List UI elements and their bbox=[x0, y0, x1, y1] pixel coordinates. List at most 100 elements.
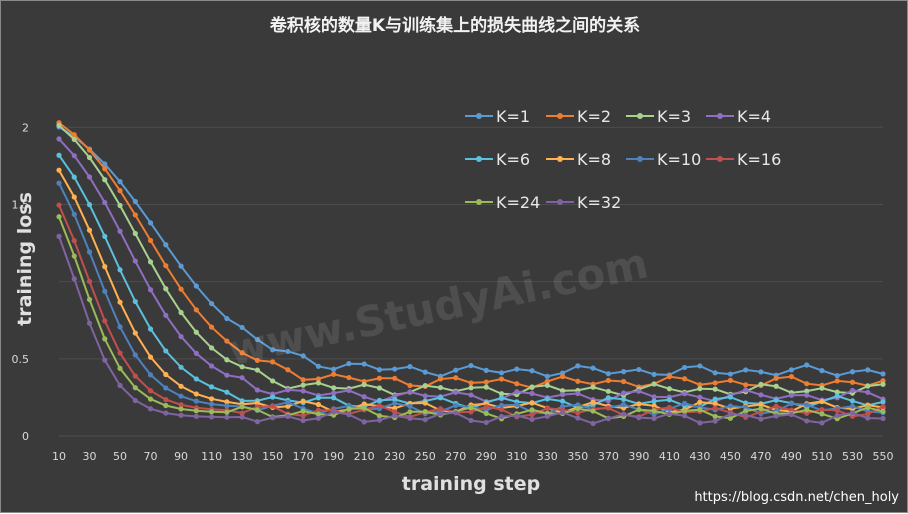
data-point bbox=[147, 287, 154, 293]
x-tick-label: 370 bbox=[598, 450, 619, 463]
x-axis-label: training step bbox=[402, 473, 540, 495]
data-point bbox=[453, 402, 459, 408]
data-point bbox=[102, 288, 108, 294]
data-point bbox=[208, 401, 215, 407]
data-point bbox=[239, 414, 245, 420]
data-point bbox=[102, 233, 108, 240]
data-point bbox=[132, 258, 138, 264]
data-point bbox=[758, 381, 764, 387]
data-point bbox=[620, 396, 627, 402]
data-point bbox=[636, 388, 642, 394]
data-point bbox=[437, 395, 444, 401]
data-point bbox=[727, 394, 734, 400]
data-point bbox=[254, 367, 260, 373]
data-point bbox=[270, 415, 276, 421]
data-point bbox=[743, 408, 749, 414]
data-point bbox=[880, 408, 886, 415]
data-point bbox=[529, 412, 535, 418]
data-point bbox=[880, 371, 886, 377]
data-point bbox=[819, 385, 825, 391]
data-point bbox=[712, 418, 718, 424]
data-point bbox=[315, 411, 322, 417]
data-point bbox=[315, 376, 322, 382]
data-point bbox=[849, 398, 856, 404]
legend-label: K=1 bbox=[496, 107, 530, 126]
data-point bbox=[361, 382, 367, 388]
data-point bbox=[178, 364, 184, 370]
legend-label: K=24 bbox=[496, 193, 540, 212]
x-tick-label: 350 bbox=[567, 450, 588, 463]
legend: K=1 K=2 K=3 K=4 K=6 K=8 K=10 K=16 K=24 K=32 bbox=[465, 107, 781, 212]
data-point bbox=[102, 318, 108, 324]
data-point bbox=[529, 400, 535, 406]
data-point bbox=[163, 397, 169, 403]
data-point bbox=[239, 375, 245, 381]
data-point bbox=[56, 152, 62, 158]
y-tick-label: 2 bbox=[22, 121, 29, 134]
data-point bbox=[651, 408, 657, 414]
data-point bbox=[819, 420, 825, 426]
data-point bbox=[361, 401, 367, 407]
data-point bbox=[300, 413, 306, 419]
data-point bbox=[346, 387, 352, 393]
data-point bbox=[71, 194, 77, 200]
data-point bbox=[392, 400, 398, 406]
data-point bbox=[743, 387, 749, 393]
legend-label: K=16 bbox=[737, 150, 781, 169]
data-point bbox=[743, 412, 749, 418]
data-point bbox=[132, 330, 138, 336]
data-point bbox=[239, 324, 245, 331]
data-point bbox=[285, 399, 291, 405]
data-point bbox=[132, 230, 138, 237]
data-point bbox=[712, 380, 718, 386]
data-point bbox=[300, 388, 306, 394]
data-point bbox=[178, 412, 184, 418]
x-tick-label: 70 bbox=[144, 450, 158, 463]
data-point bbox=[666, 374, 672, 380]
chart-title: 卷积核的数量K与训练集上的损失曲线之间的关系 bbox=[269, 15, 640, 36]
data-point bbox=[559, 398, 566, 404]
data-point bbox=[86, 320, 93, 326]
data-point bbox=[193, 413, 199, 419]
data-point bbox=[102, 199, 108, 206]
data-point bbox=[575, 402, 581, 408]
data-point bbox=[743, 382, 749, 388]
data-point bbox=[270, 378, 276, 384]
data-point bbox=[605, 388, 611, 394]
data-point bbox=[132, 298, 138, 305]
x-tick-label: 270 bbox=[445, 450, 466, 463]
data-point bbox=[163, 371, 169, 378]
data-point bbox=[300, 398, 306, 404]
x-tick-label: 550 bbox=[873, 450, 894, 463]
data-point bbox=[285, 367, 291, 373]
data-point bbox=[239, 364, 245, 370]
x-tick-label: 110 bbox=[201, 450, 222, 463]
data-point bbox=[697, 363, 703, 369]
data-point bbox=[117, 179, 123, 185]
data-point bbox=[331, 371, 337, 377]
data-point bbox=[590, 384, 596, 390]
data-point bbox=[71, 276, 77, 282]
data-point bbox=[575, 406, 581, 412]
legend-marker bbox=[557, 199, 563, 205]
data-point bbox=[71, 211, 77, 218]
data-point bbox=[117, 228, 123, 234]
data-point bbox=[117, 382, 123, 389]
data-point bbox=[880, 403, 886, 410]
x-tick-label: 10 bbox=[52, 450, 66, 463]
data-point bbox=[331, 395, 337, 401]
data-point bbox=[422, 393, 428, 399]
data-point bbox=[804, 381, 810, 387]
data-point bbox=[651, 381, 657, 387]
data-point bbox=[239, 350, 245, 356]
data-point bbox=[331, 385, 337, 391]
x-tick-label: 230 bbox=[384, 450, 405, 463]
data-point bbox=[514, 402, 520, 408]
data-point bbox=[819, 407, 825, 413]
data-point bbox=[849, 403, 856, 409]
data-point bbox=[239, 410, 245, 416]
data-point bbox=[880, 381, 886, 387]
legend-label: K=3 bbox=[657, 107, 691, 126]
data-point bbox=[178, 263, 184, 269]
data-point bbox=[498, 370, 505, 376]
